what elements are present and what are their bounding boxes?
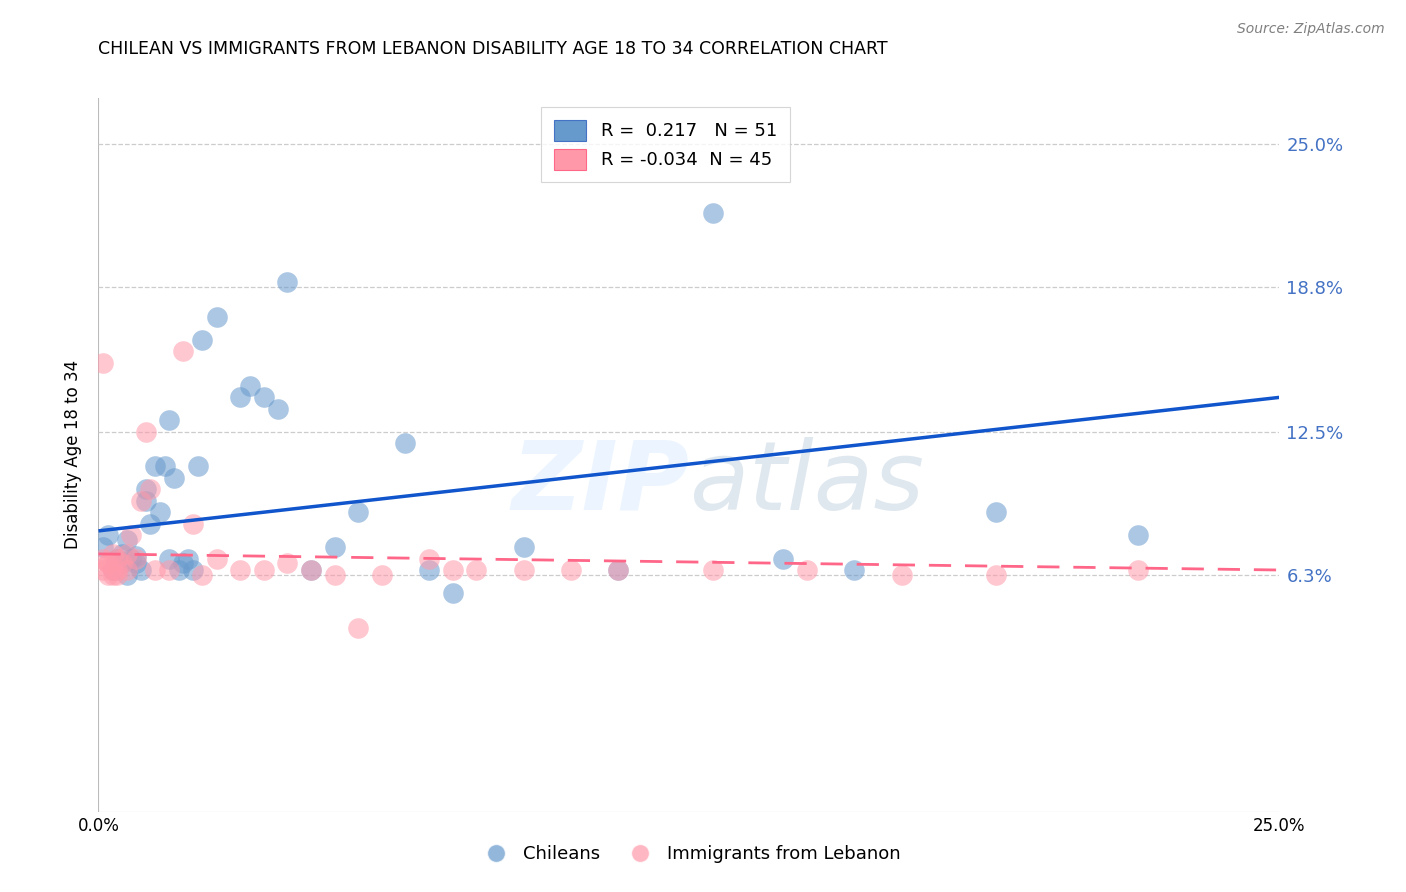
Point xyxy=(135,425,157,439)
Point xyxy=(163,471,186,485)
Point xyxy=(512,540,534,554)
Point xyxy=(181,563,204,577)
Point xyxy=(347,621,370,635)
Text: ZIP: ZIP xyxy=(510,437,689,530)
Point xyxy=(172,556,194,570)
Point xyxy=(97,556,120,570)
Point xyxy=(105,551,128,566)
Point xyxy=(105,563,128,577)
Point xyxy=(796,563,818,577)
Point xyxy=(1126,563,1149,577)
Point xyxy=(167,563,190,577)
Point xyxy=(276,275,298,289)
Point xyxy=(890,567,912,582)
Point xyxy=(125,549,148,564)
Point xyxy=(239,379,262,393)
Point xyxy=(115,567,138,582)
Point xyxy=(299,563,322,577)
Text: atlas: atlas xyxy=(689,437,924,530)
Point xyxy=(181,516,204,531)
Legend: Chileans, Immigrants from Lebanon: Chileans, Immigrants from Lebanon xyxy=(471,838,907,871)
Point xyxy=(153,459,176,474)
Point xyxy=(347,506,370,520)
Point xyxy=(121,551,143,566)
Point xyxy=(512,563,534,577)
Point xyxy=(101,567,124,582)
Point xyxy=(253,563,276,577)
Point xyxy=(560,563,582,577)
Point xyxy=(139,483,162,497)
Point xyxy=(135,483,157,497)
Point xyxy=(101,563,124,577)
Point xyxy=(205,310,228,324)
Point xyxy=(101,563,124,577)
Point xyxy=(97,567,120,582)
Point xyxy=(441,586,464,600)
Point xyxy=(702,563,724,577)
Point xyxy=(143,563,166,577)
Point xyxy=(187,459,209,474)
Point xyxy=(157,551,180,566)
Point xyxy=(115,563,138,577)
Y-axis label: Disability Age 18 to 34: Disability Age 18 to 34 xyxy=(65,360,83,549)
Point xyxy=(205,551,228,566)
Point xyxy=(97,556,120,570)
Point xyxy=(1126,528,1149,542)
Point xyxy=(465,563,488,577)
Point xyxy=(276,556,298,570)
Point xyxy=(111,556,134,570)
Point xyxy=(323,567,346,582)
Point xyxy=(91,551,114,566)
Point xyxy=(267,401,290,416)
Point xyxy=(125,551,148,566)
Point xyxy=(418,551,440,566)
Point xyxy=(772,551,794,566)
Point xyxy=(229,390,252,404)
Point xyxy=(607,563,630,577)
Point xyxy=(115,533,138,547)
Text: Source: ZipAtlas.com: Source: ZipAtlas.com xyxy=(1237,22,1385,37)
Point xyxy=(323,540,346,554)
Point xyxy=(157,413,180,427)
Point xyxy=(191,567,214,582)
Point xyxy=(394,436,416,450)
Point xyxy=(299,563,322,577)
Point xyxy=(91,356,114,370)
Point xyxy=(607,563,630,577)
Point xyxy=(121,528,143,542)
Point xyxy=(97,528,120,542)
Point xyxy=(105,551,128,566)
Point xyxy=(253,390,276,404)
Point xyxy=(191,333,214,347)
Point xyxy=(115,547,138,561)
Point xyxy=(91,563,114,577)
Point xyxy=(984,567,1007,582)
Point xyxy=(129,494,152,508)
Point xyxy=(702,206,724,220)
Point xyxy=(149,506,172,520)
Point xyxy=(177,551,200,566)
Point xyxy=(229,563,252,577)
Point xyxy=(101,547,124,561)
Point xyxy=(111,556,134,570)
Point xyxy=(125,556,148,570)
Point xyxy=(111,547,134,561)
Point xyxy=(984,506,1007,520)
Point xyxy=(135,494,157,508)
Point xyxy=(143,459,166,474)
Point xyxy=(418,563,440,577)
Point xyxy=(91,540,114,554)
Point xyxy=(371,567,394,582)
Point xyxy=(139,516,162,531)
Point xyxy=(441,563,464,577)
Point xyxy=(172,344,194,359)
Point xyxy=(844,563,866,577)
Text: CHILEAN VS IMMIGRANTS FROM LEBANON DISABILITY AGE 18 TO 34 CORRELATION CHART: CHILEAN VS IMMIGRANTS FROM LEBANON DISAB… xyxy=(98,40,889,58)
Point xyxy=(105,567,128,582)
Point xyxy=(129,563,152,577)
Point xyxy=(157,563,180,577)
